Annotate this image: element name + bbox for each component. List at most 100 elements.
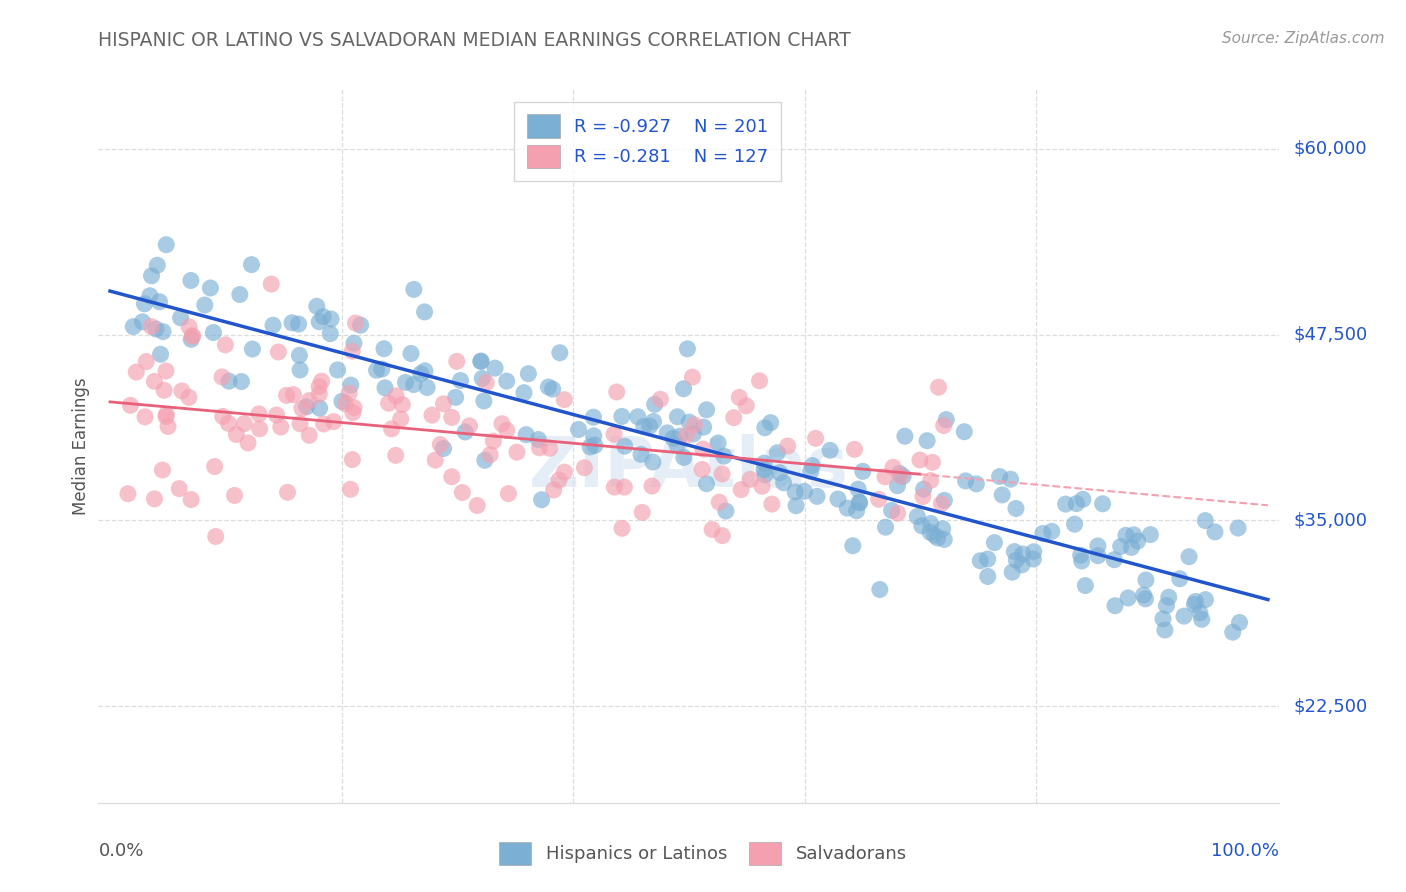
Point (891, 469, 914, 483)
Point (920, 516, 942, 531)
Point (1121, 541, 1143, 555)
Point (1204, 524, 1226, 539)
Point (548, 345, 571, 359)
Point (270, 420, 292, 434)
Point (553, 465, 575, 479)
Point (135, 354, 157, 368)
Point (1154, 623, 1177, 637)
Point (308, 379, 330, 393)
Point (848, 496, 870, 510)
Point (311, 374, 333, 388)
Point (1066, 497, 1088, 511)
Point (579, 440, 602, 454)
Point (931, 497, 953, 511)
Point (402, 282, 425, 296)
Point (236, 436, 259, 450)
Point (610, 409, 633, 424)
Point (146, 258, 169, 272)
Legend: R = -0.927    N = 201, R = -0.281    N = 127: R = -0.927 N = 201, R = -0.281 N = 127 (515, 102, 780, 181)
Point (342, 344, 364, 359)
Point (977, 569, 1000, 583)
Point (384, 448, 406, 462)
Point (696, 476, 718, 491)
Point (1022, 552, 1045, 566)
Point (322, 415, 344, 429)
Point (530, 492, 553, 507)
Point (139, 289, 162, 303)
Point (711, 529, 734, 543)
Point (155, 364, 177, 378)
Point (606, 384, 628, 399)
Point (915, 434, 938, 448)
Point (1188, 606, 1211, 620)
Point (1184, 594, 1206, 608)
Text: $60,000: $60,000 (1294, 140, 1367, 158)
Point (748, 374, 770, 388)
Point (177, 390, 200, 404)
Point (1040, 524, 1063, 539)
Point (495, 374, 517, 388)
Point (920, 474, 942, 488)
Point (692, 442, 714, 456)
Point (955, 474, 977, 488)
Point (458, 418, 481, 433)
Point (1227, 521, 1250, 535)
Point (1139, 527, 1161, 541)
Point (385, 389, 408, 403)
Point (1194, 592, 1216, 607)
Point (247, 407, 270, 421)
Point (1126, 534, 1149, 549)
Point (515, 427, 537, 442)
Point (613, 439, 636, 453)
Point (769, 466, 792, 480)
Point (761, 497, 783, 511)
Point (801, 458, 824, 473)
Point (991, 488, 1014, 502)
Point (194, 298, 217, 312)
Point (233, 417, 256, 431)
Point (134, 409, 156, 424)
Point (1115, 528, 1137, 542)
Text: $47,500: $47,500 (1294, 326, 1368, 343)
Point (776, 439, 799, 453)
Point (157, 419, 180, 434)
Point (583, 438, 606, 452)
Point (295, 400, 318, 414)
Point (1104, 552, 1126, 566)
Point (513, 385, 536, 400)
Point (465, 499, 488, 513)
Point (214, 338, 236, 352)
Point (330, 394, 353, 409)
Point (343, 336, 366, 351)
Text: 100.0%: 100.0% (1212, 842, 1279, 860)
Point (538, 442, 561, 456)
Point (837, 501, 859, 516)
Point (211, 409, 233, 424)
Point (291, 401, 314, 416)
Point (1132, 588, 1154, 602)
Point (707, 436, 730, 450)
Point (312, 417, 335, 431)
Point (141, 319, 163, 334)
Point (495, 423, 517, 437)
Point (1184, 598, 1206, 612)
Point (131, 315, 153, 329)
Text: $35,000: $35,000 (1294, 511, 1368, 529)
Point (267, 345, 290, 359)
Point (1087, 549, 1109, 563)
Point (875, 520, 897, 534)
Point (200, 281, 222, 295)
Point (827, 491, 849, 506)
Point (117, 486, 139, 500)
Point (484, 361, 506, 376)
Point (924, 528, 946, 542)
Text: Source: ZipAtlas.com: Source: ZipAtlas.com (1222, 31, 1385, 46)
Point (288, 348, 311, 362)
Point (868, 492, 890, 507)
Point (402, 377, 425, 392)
Point (603, 427, 626, 442)
Point (785, 499, 807, 513)
Point (1011, 558, 1033, 572)
Point (1152, 612, 1174, 626)
Point (342, 406, 364, 420)
